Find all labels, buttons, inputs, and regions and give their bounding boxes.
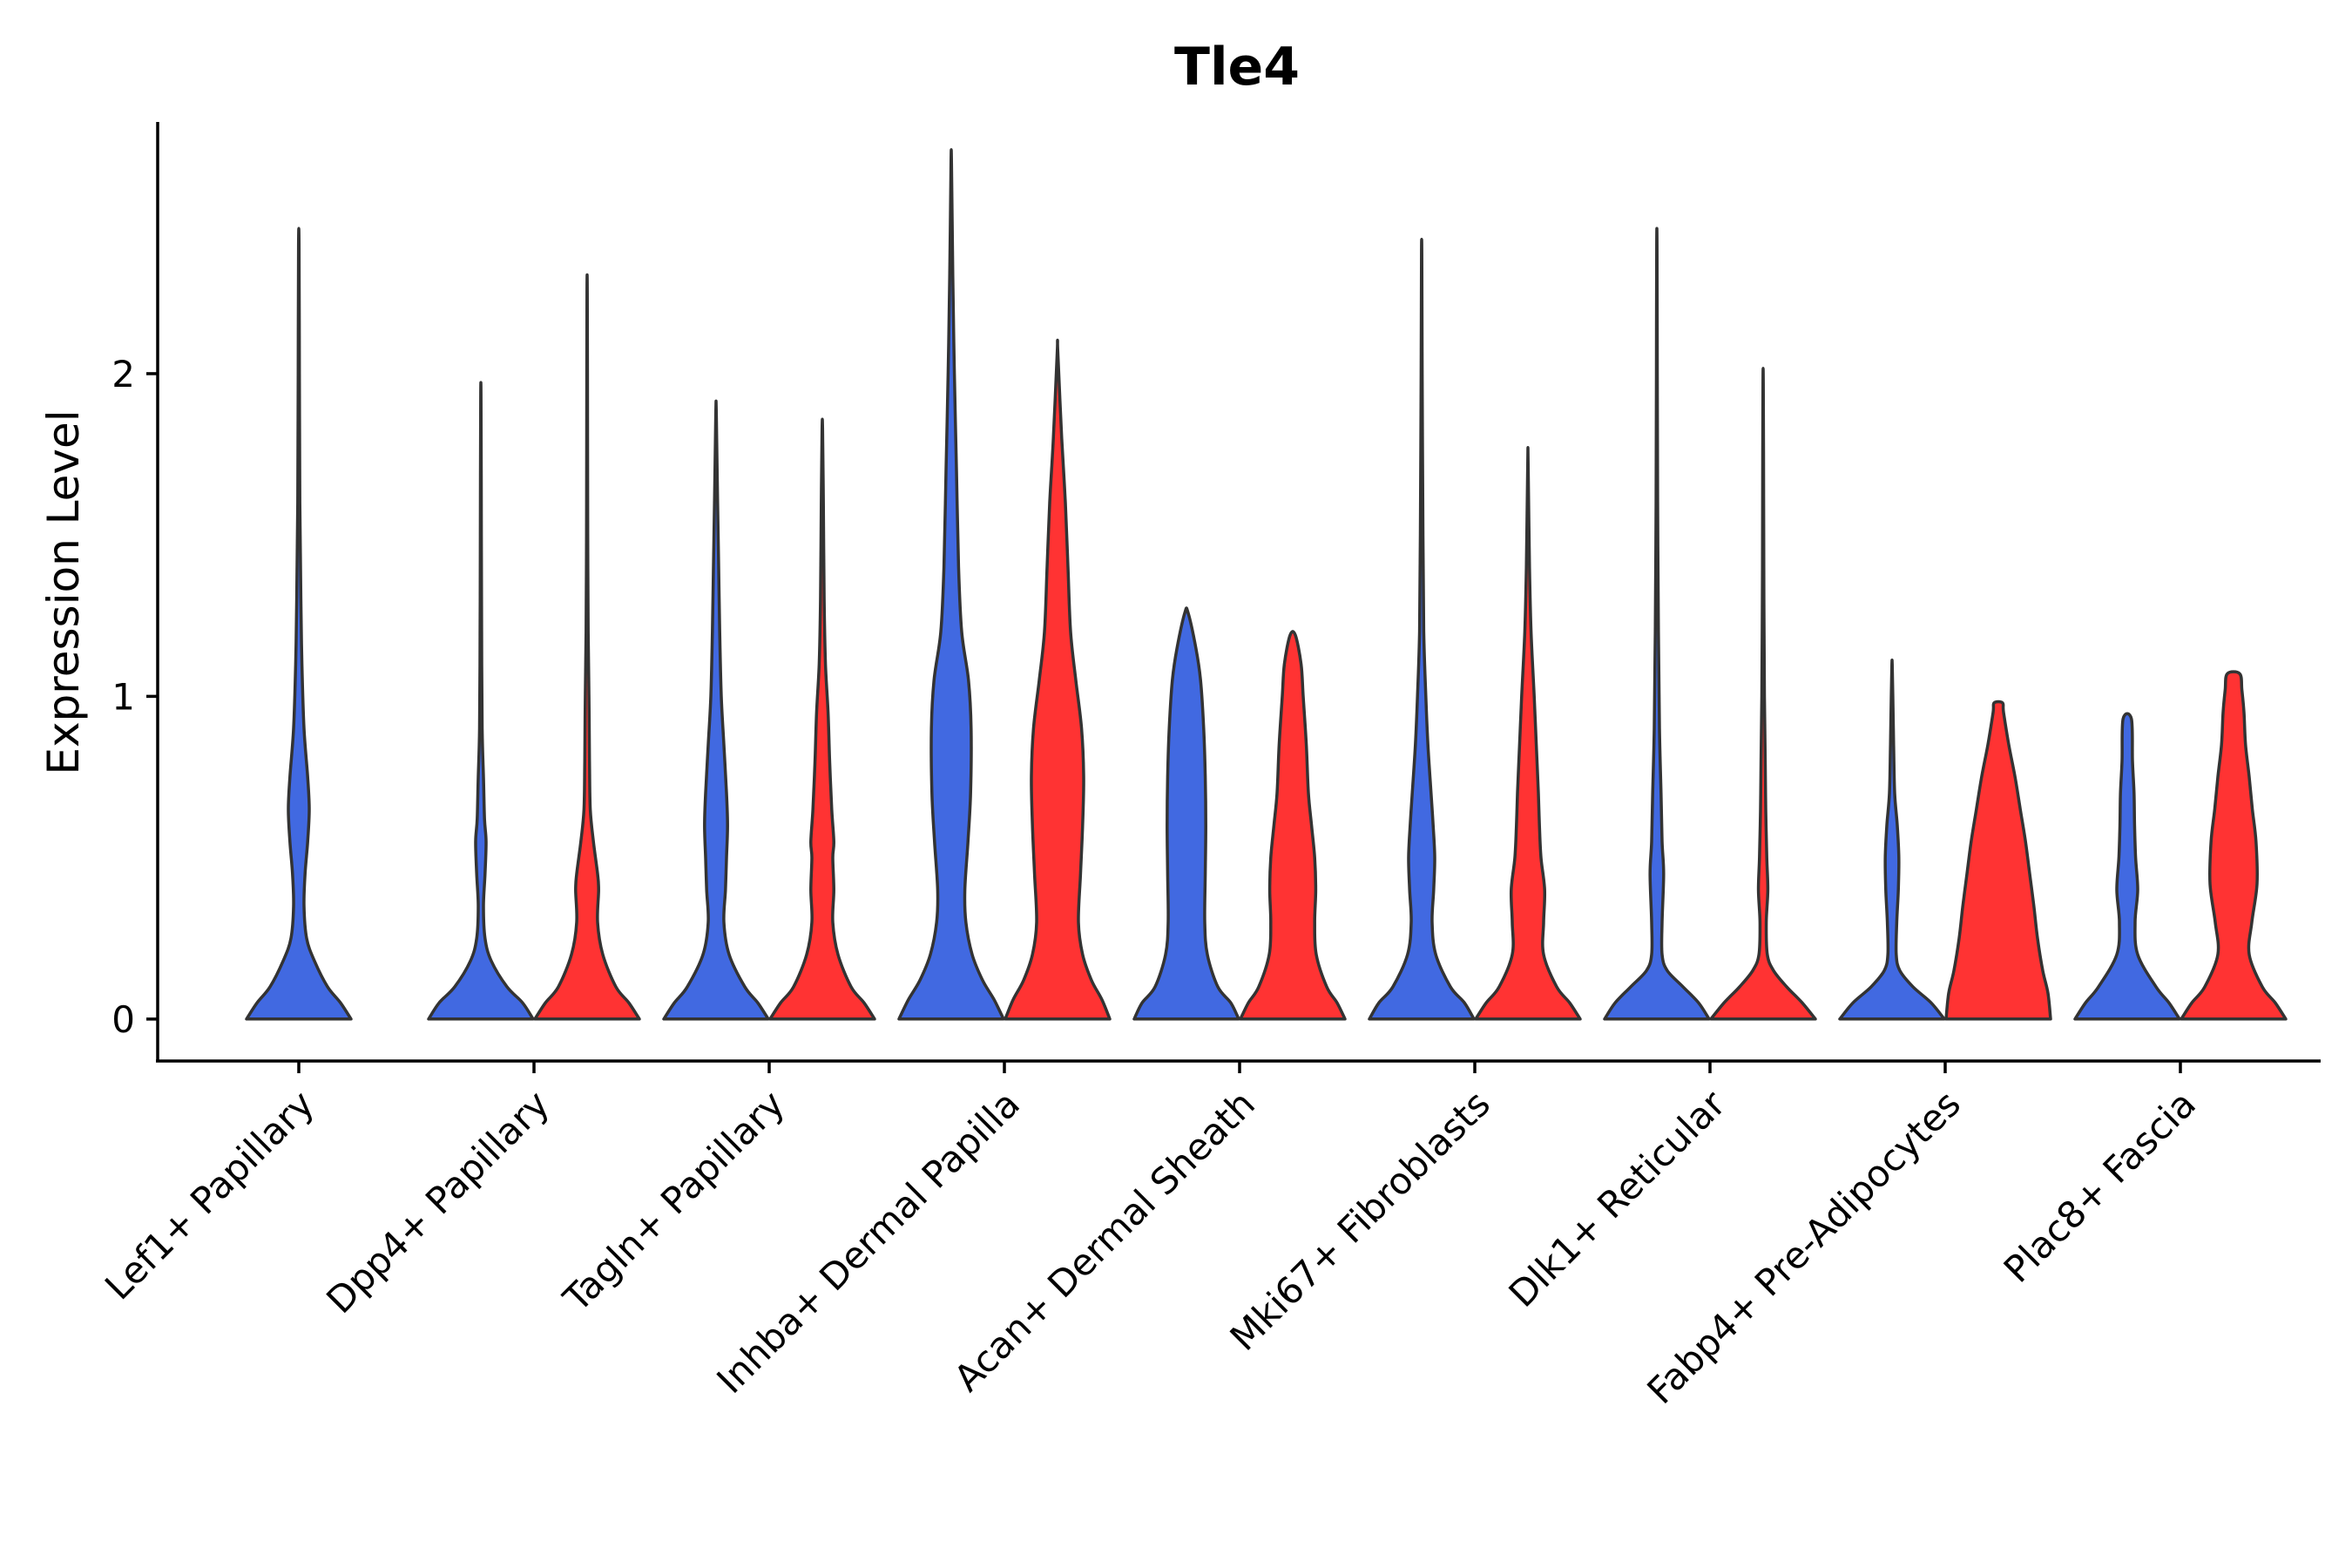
violin-1-a	[245, 226, 353, 1021]
violin-8-a	[1838, 659, 1946, 1021]
y-tick-label-1: 1	[112, 675, 135, 718]
violin-5-b	[1239, 630, 1347, 1021]
x-tick-label-2: Dpp4+ Papillary	[318, 1082, 558, 1321]
y-axis-label: Expression Level	[38, 409, 89, 774]
violin-5-a	[1132, 606, 1240, 1021]
violin-7-b	[1709, 367, 1817, 1021]
x-tick-label-1: Lef1+ Papillary	[97, 1082, 322, 1308]
violin-3-b	[768, 417, 876, 1021]
x-tick-label-7: Dlk1+ Reticular	[1501, 1082, 1734, 1315]
violin-2-a	[427, 381, 535, 1021]
violin-7-a	[1603, 226, 1711, 1021]
violin-8-b	[1944, 700, 2052, 1021]
violin-2-b	[533, 273, 641, 1021]
violin-3-a	[662, 399, 770, 1021]
x-tick-label-9: Plac8+ Fascia	[1996, 1082, 2204, 1290]
violin-6-b	[1474, 445, 1582, 1021]
violin-4-a	[897, 148, 1005, 1021]
x-tick-label-3: Tagln+ Papillary	[555, 1082, 793, 1320]
chart-title: Tle4	[1174, 37, 1300, 98]
violin-9-b	[2180, 670, 2288, 1021]
violin-6-a	[1368, 237, 1476, 1021]
y-tick-label-0: 0	[112, 998, 135, 1041]
y-ticks-group: 0 1 2	[112, 353, 158, 1041]
violin-4-b	[1004, 338, 1112, 1021]
violin-9-a	[2073, 712, 2181, 1021]
x-tick-label-6: Mki67+ Fibroblasts	[1222, 1082, 1498, 1358]
y-tick-label-2: 2	[112, 353, 135, 395]
violins-group	[245, 148, 2288, 1021]
